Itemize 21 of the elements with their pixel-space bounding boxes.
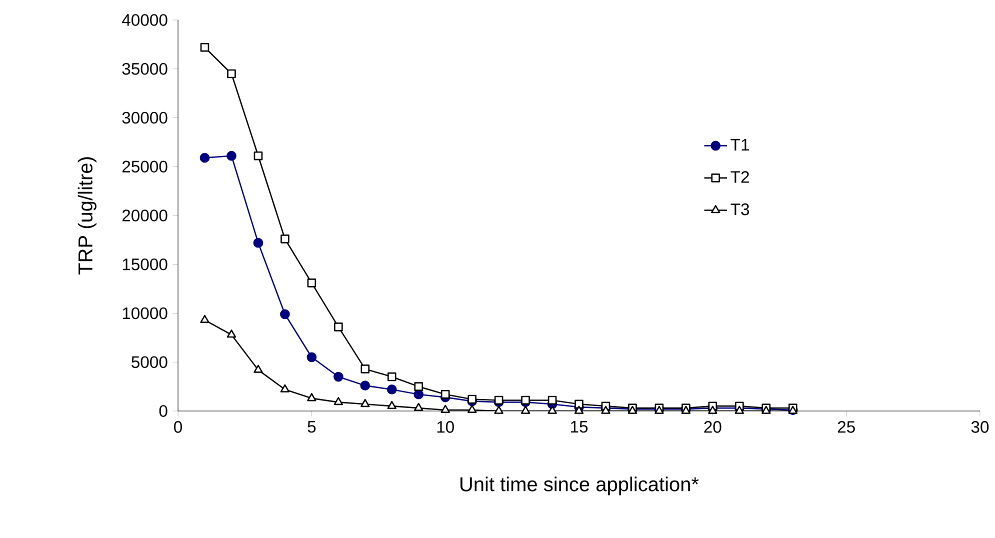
y-tick-label: 20000	[122, 210, 168, 222]
y-tick-label: 40000	[122, 14, 168, 26]
legend-label: T2	[730, 171, 749, 183]
x-tick-label: 0	[174, 421, 182, 433]
x-tick-label: 30	[971, 421, 989, 433]
y-tick-label: 30000	[122, 112, 168, 124]
y-tick-label: 5000	[132, 356, 168, 368]
x-tick-label: 15	[571, 421, 588, 433]
legend-label: T3	[730, 203, 750, 216]
x-axis-title: Unit time since application*	[460, 476, 699, 496]
legend-label: T1	[730, 138, 749, 150]
x-tick-label: 25	[838, 421, 855, 433]
x-tick-label: 5	[308, 421, 316, 433]
y-axis-title: TRP (ug/litre)	[78, 157, 96, 274]
y-tick-label: 35000	[122, 62, 168, 75]
y-tick-label: 10000	[122, 307, 168, 320]
x-tick-label: 10	[437, 421, 454, 433]
y-tick-label: 0	[159, 405, 168, 417]
y-tick-label: 25000	[122, 160, 168, 173]
x-tick-label: 20	[704, 421, 722, 433]
y-tick-label: 15000	[122, 258, 168, 270]
